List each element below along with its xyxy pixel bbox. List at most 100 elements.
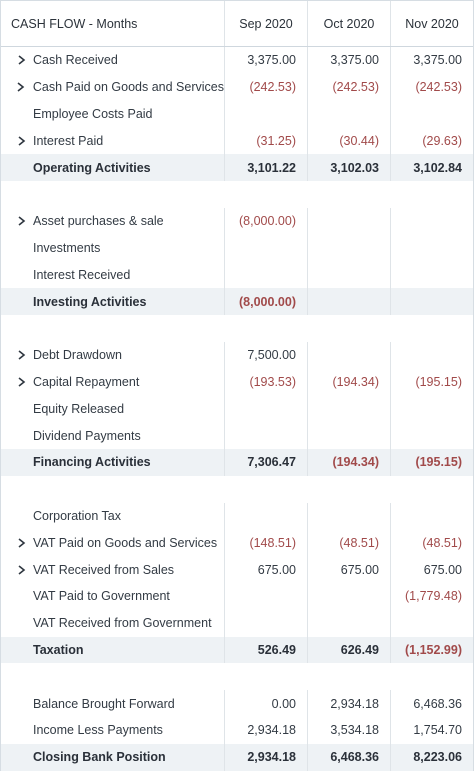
row-label: Closing Bank Position [33, 750, 166, 765]
table-row-dividend-payments: Dividend Payments [1, 422, 473, 449]
table-row-vat-received-from-sales[interactable]: VAT Received from Sales 675.00 675.00 675.0… [1, 556, 473, 583]
section-spacer [1, 476, 473, 503]
value-cell-sep-2020: 2,934.18 [224, 743, 307, 771]
value-cell-nov-2020 [390, 341, 473, 369]
chevron-right-icon[interactable] [13, 55, 29, 66]
value-cell-sep-2020 [224, 422, 307, 449]
row-label-cell: Capital Repayment [1, 369, 224, 396]
value-cell-oct-2020: 6,468.36 [307, 743, 390, 771]
row-label-cell: Operating Activities [1, 154, 224, 181]
value-cell-sep-2020: 0.00 [224, 690, 307, 717]
row-label: Financing Activities [33, 455, 151, 470]
row-label-cell: VAT Paid on Goods and Services [1, 529, 224, 556]
table-row-vat-paid-on-goods-and-services[interactable]: VAT Paid on Goods and Services (148.51) (4… [1, 529, 473, 557]
value-cell-nov-2020 [390, 261, 473, 289]
value-cell-oct-2020: 3,375.00 [307, 47, 390, 74]
table-row-interest-paid[interactable]: Interest Paid (31.25) (30.44) (29.63) [1, 127, 473, 155]
row-label: VAT Paid to Government [33, 589, 170, 604]
row-label: Asset purchases & sale [33, 214, 164, 229]
table-row-cash-received[interactable]: Cash Received 3,375.00 3,375.00 3,375.00 [1, 47, 473, 74]
value-cell-sep-2020 [224, 582, 307, 610]
row-label-cell: VAT Paid to Government [1, 583, 224, 610]
table-body: Cash Received 3,375.00 3,375.00 3,375.00 Cas… [1, 47, 473, 771]
table-row-income-less-payments: Income Less Payments 2,934.18 3,534.18 1,75… [1, 716, 473, 744]
table-row-vat-paid-to-government: VAT Paid to Government (1,779.48) [1, 582, 473, 610]
section-spacer [1, 315, 473, 342]
row-label: Investments [33, 240, 101, 255]
value-cell-nov-2020: (1,779.48) [390, 582, 473, 610]
table-row-cash-paid-on-goods-and-services[interactable]: Cash Paid on Goods and Services (242.53)(… [1, 73, 473, 101]
column-header-nov-2020[interactable]: Nov 2020 [390, 1, 473, 46]
value-cell-oct-2020 [307, 100, 390, 128]
row-label: Operating Activities [33, 160, 151, 175]
row-label: Balance Brought Forward [33, 696, 175, 711]
table-header: CASH FLOW - Months Sep 2020 Oct 2020 Nov… [1, 1, 473, 47]
chevron-right-icon[interactable] [13, 350, 29, 360]
section-spacer [1, 181, 473, 208]
table-row-balance-brought-forward: Balance Brought Forward 0.00 2,934.18 6,468… [1, 690, 473, 717]
column-header-oct-2020[interactable]: Oct 2020 [307, 1, 390, 46]
table-row-asset-purchases-and-sale[interactable]: Asset purchases & sale (8,000.00) [1, 207, 473, 235]
value-cell-sep-2020: (31.25) [224, 127, 307, 155]
value-cell-nov-2020 [390, 502, 473, 530]
table-row-capital-repayment[interactable]: Capital Repayment (193.53) (194.34) (195.15… [1, 368, 473, 396]
value-cell-nov-2020: (29.63) [390, 127, 473, 155]
subtotal-row-financing-activities: Financing Activities 7,306.47 (194.34) (195… [1, 448, 473, 476]
chevron-right-icon[interactable] [13, 82, 29, 92]
value-cell-oct-2020 [307, 341, 390, 369]
chevron-right-icon[interactable] [13, 377, 29, 387]
chevron-right-icon[interactable] [13, 564, 29, 575]
row-label-cell: Interest Received [1, 261, 224, 288]
column-header-sep-2020[interactable]: Sep 2020 [224, 1, 307, 46]
chevron-right-icon[interactable] [13, 538, 29, 548]
value-cell-nov-2020 [390, 609, 473, 637]
value-cell-oct-2020 [307, 609, 390, 637]
row-label: Debt Drawdown [33, 348, 122, 363]
row-label: Investing Activities [33, 294, 147, 309]
row-label-cell: Cash Paid on Goods and Services [1, 74, 224, 101]
subtotal-row-operating-activities: Operating Activities 3,101.22 3,102.03 3,10… [1, 154, 473, 181]
row-label: Capital Repayment [33, 374, 140, 389]
value-cell-oct-2020 [307, 422, 390, 449]
value-cell-oct-2020 [307, 582, 390, 610]
section-spacer [1, 663, 473, 690]
value-cell-oct-2020 [307, 261, 390, 289]
chevron-right-icon[interactable] [13, 136, 29, 146]
value-cell-sep-2020: 7,500.00 [224, 341, 307, 369]
value-cell-oct-2020: (242.53) [307, 73, 390, 101]
value-cell-nov-2020: 3,102.84 [390, 154, 473, 181]
value-cell-nov-2020 [390, 207, 473, 235]
value-cell-oct-2020: 3,534.18 [307, 716, 390, 744]
table-row-debt-drawdown[interactable]: Debt Drawdown 7,500.00 [1, 341, 473, 369]
value-cell-sep-2020: 2,934.18 [224, 716, 307, 744]
value-cell-oct-2020 [307, 288, 390, 315]
value-cell-nov-2020 [390, 100, 473, 128]
row-label-cell: Investing Activities [1, 288, 224, 315]
value-cell-oct-2020: 626.49 [307, 636, 390, 664]
row-label: Interest Received [33, 267, 131, 282]
value-cell-oct-2020: (194.34) [307, 368, 390, 396]
subtotal-row-closing-bank-position: Closing Bank Position 2,934.18 6,468.36 8,2… [1, 743, 473, 771]
value-cell-nov-2020: (1,152.99) [390, 636, 473, 664]
value-cell-sep-2020: 3,101.22 [224, 154, 307, 181]
chevron-right-icon[interactable] [13, 216, 29, 226]
value-cell-sep-2020: (193.53) [224, 368, 307, 396]
value-cell-nov-2020: 1,754.70 [390, 716, 473, 744]
value-cell-nov-2020 [390, 288, 473, 315]
row-label-cell: VAT Received from Sales [1, 556, 224, 583]
value-cell-nov-2020: (48.51) [390, 529, 473, 557]
row-label-cell: Dividend Payments [1, 422, 224, 449]
value-cell-oct-2020 [307, 502, 390, 530]
row-label-cell: Closing Bank Position [1, 744, 224, 771]
row-label: Cash Received [33, 53, 118, 68]
row-label-cell: Cash Received [1, 47, 224, 74]
row-label: Cash Paid on Goods and Services [32, 80, 224, 95]
table-row-investments: Investments [1, 234, 473, 262]
table-row-equity-released: Equity Released [1, 395, 473, 423]
row-label-cell: Debt Drawdown [1, 342, 224, 369]
value-cell-sep-2020 [224, 502, 307, 530]
value-cell-oct-2020 [307, 234, 390, 262]
row-label: Taxation [33, 642, 84, 657]
table-row-interest-received: Interest Received [1, 261, 473, 289]
